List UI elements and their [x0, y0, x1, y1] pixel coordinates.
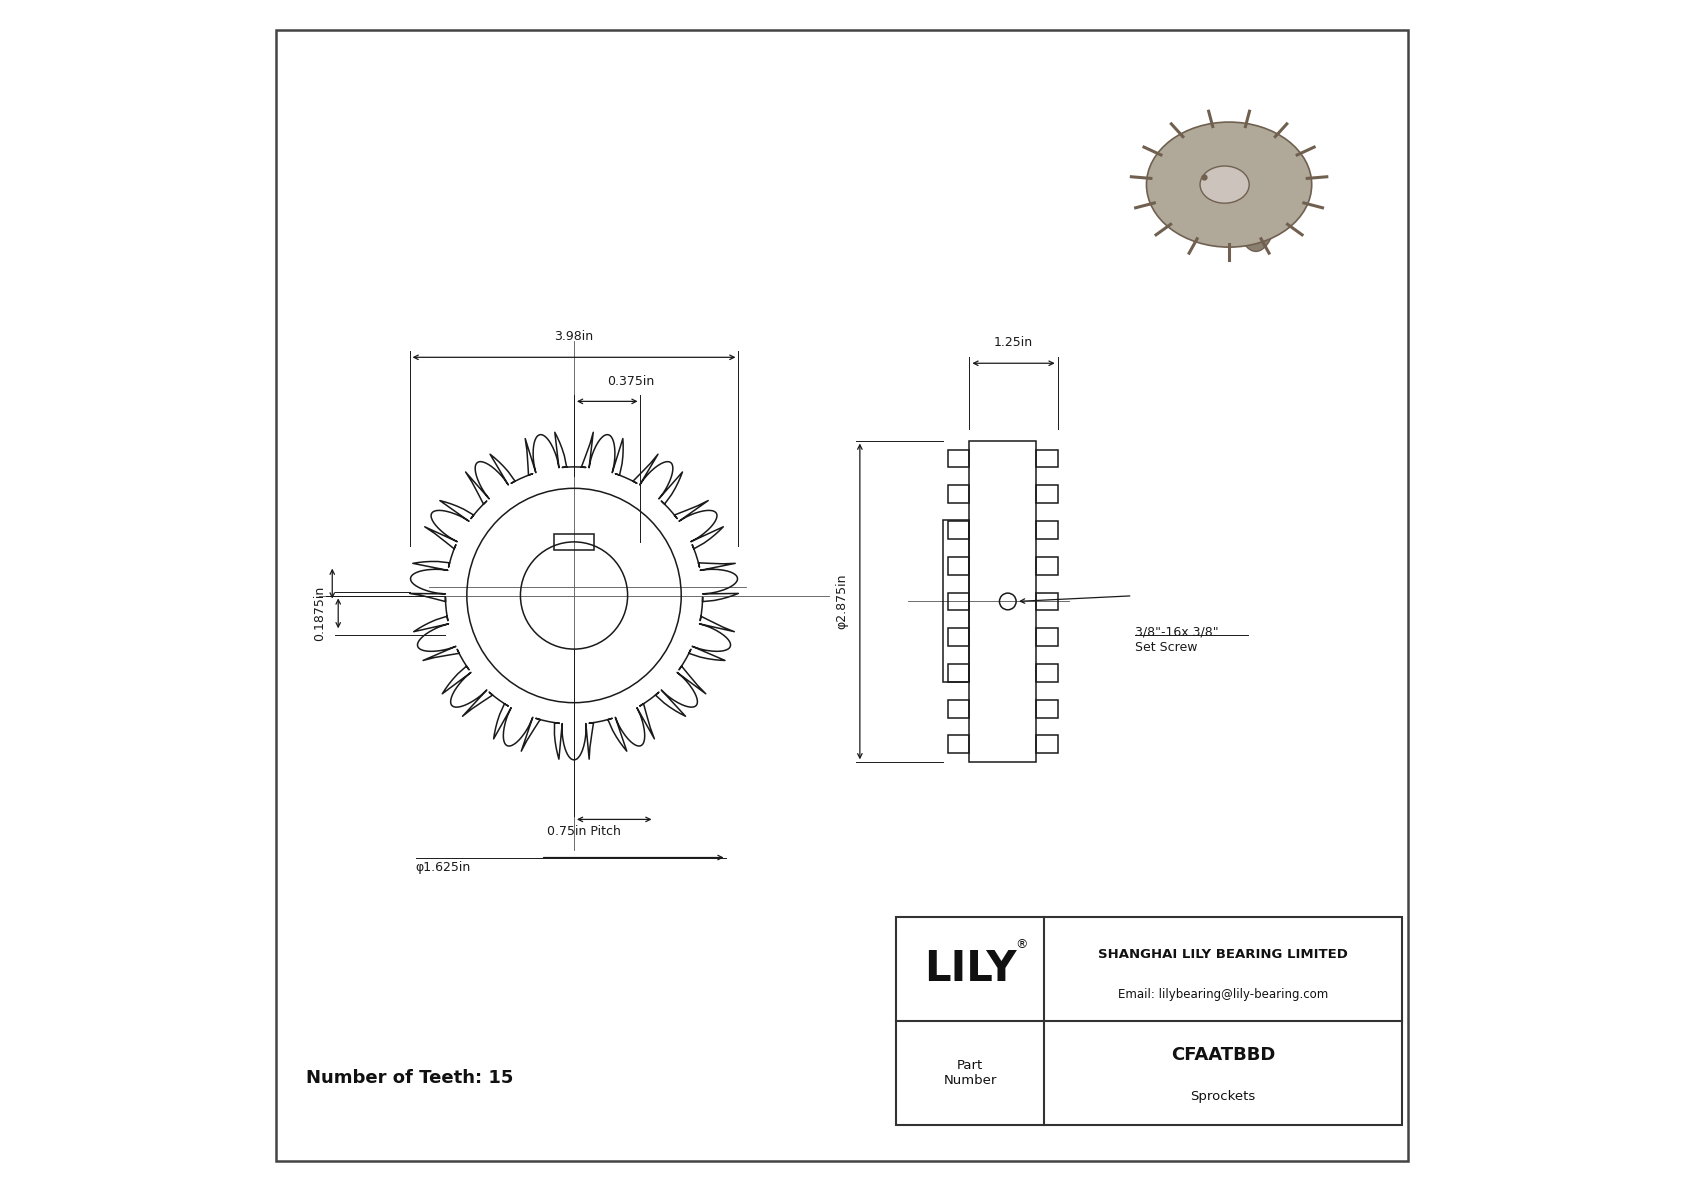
Bar	[948, 450, 970, 468]
Ellipse shape	[1147, 123, 1312, 248]
Text: Sprockets: Sprockets	[1191, 1090, 1256, 1103]
Bar	[1036, 450, 1058, 468]
Text: 0.75in Pitch: 0.75in Pitch	[547, 825, 621, 838]
Text: CFAATBBD: CFAATBBD	[1170, 1046, 1275, 1064]
Bar	[1036, 699, 1058, 717]
Text: 0.1875in: 0.1875in	[313, 586, 325, 641]
Text: Number of Teeth: 15: Number of Teeth: 15	[306, 1068, 514, 1087]
Bar	[1036, 665, 1058, 681]
Ellipse shape	[1201, 166, 1250, 204]
Bar	[948, 629, 970, 646]
Bar	[948, 557, 970, 575]
Text: LILY: LILY	[925, 948, 1015, 990]
Bar	[943, 520, 970, 682]
Bar	[896, 917, 1401, 1125]
Bar	[554, 534, 594, 550]
Bar	[1036, 735, 1058, 754]
Text: φ1.625in: φ1.625in	[416, 861, 472, 874]
Text: ®: ®	[1015, 937, 1027, 950]
Bar	[1036, 629, 1058, 646]
Bar	[948, 735, 970, 754]
Bar	[1036, 557, 1058, 575]
Text: SHANGHAI LILY BEARING LIMITED: SHANGHAI LILY BEARING LIMITED	[1098, 948, 1349, 961]
Ellipse shape	[1231, 126, 1280, 251]
Bar	[1036, 522, 1058, 538]
Bar	[970, 441, 1036, 762]
Bar	[948, 593, 970, 611]
Bar	[948, 486, 970, 503]
Bar	[948, 665, 970, 681]
Bar	[948, 522, 970, 538]
Text: 1.25in: 1.25in	[994, 336, 1032, 349]
Text: 3/8"-16x 3/8"
Set Screw: 3/8"-16x 3/8" Set Screw	[1135, 625, 1219, 654]
Text: Part
Number: Part Number	[943, 1059, 997, 1087]
Bar	[1036, 486, 1058, 503]
Bar	[948, 699, 970, 717]
Text: 3.98in: 3.98in	[554, 330, 593, 343]
Text: φ2.875in: φ2.875in	[835, 574, 849, 629]
Text: Email: lilybearing@lily-bearing.com: Email: lilybearing@lily-bearing.com	[1118, 987, 1329, 1000]
Text: 0.375in: 0.375in	[608, 375, 655, 388]
Bar	[1036, 593, 1058, 611]
